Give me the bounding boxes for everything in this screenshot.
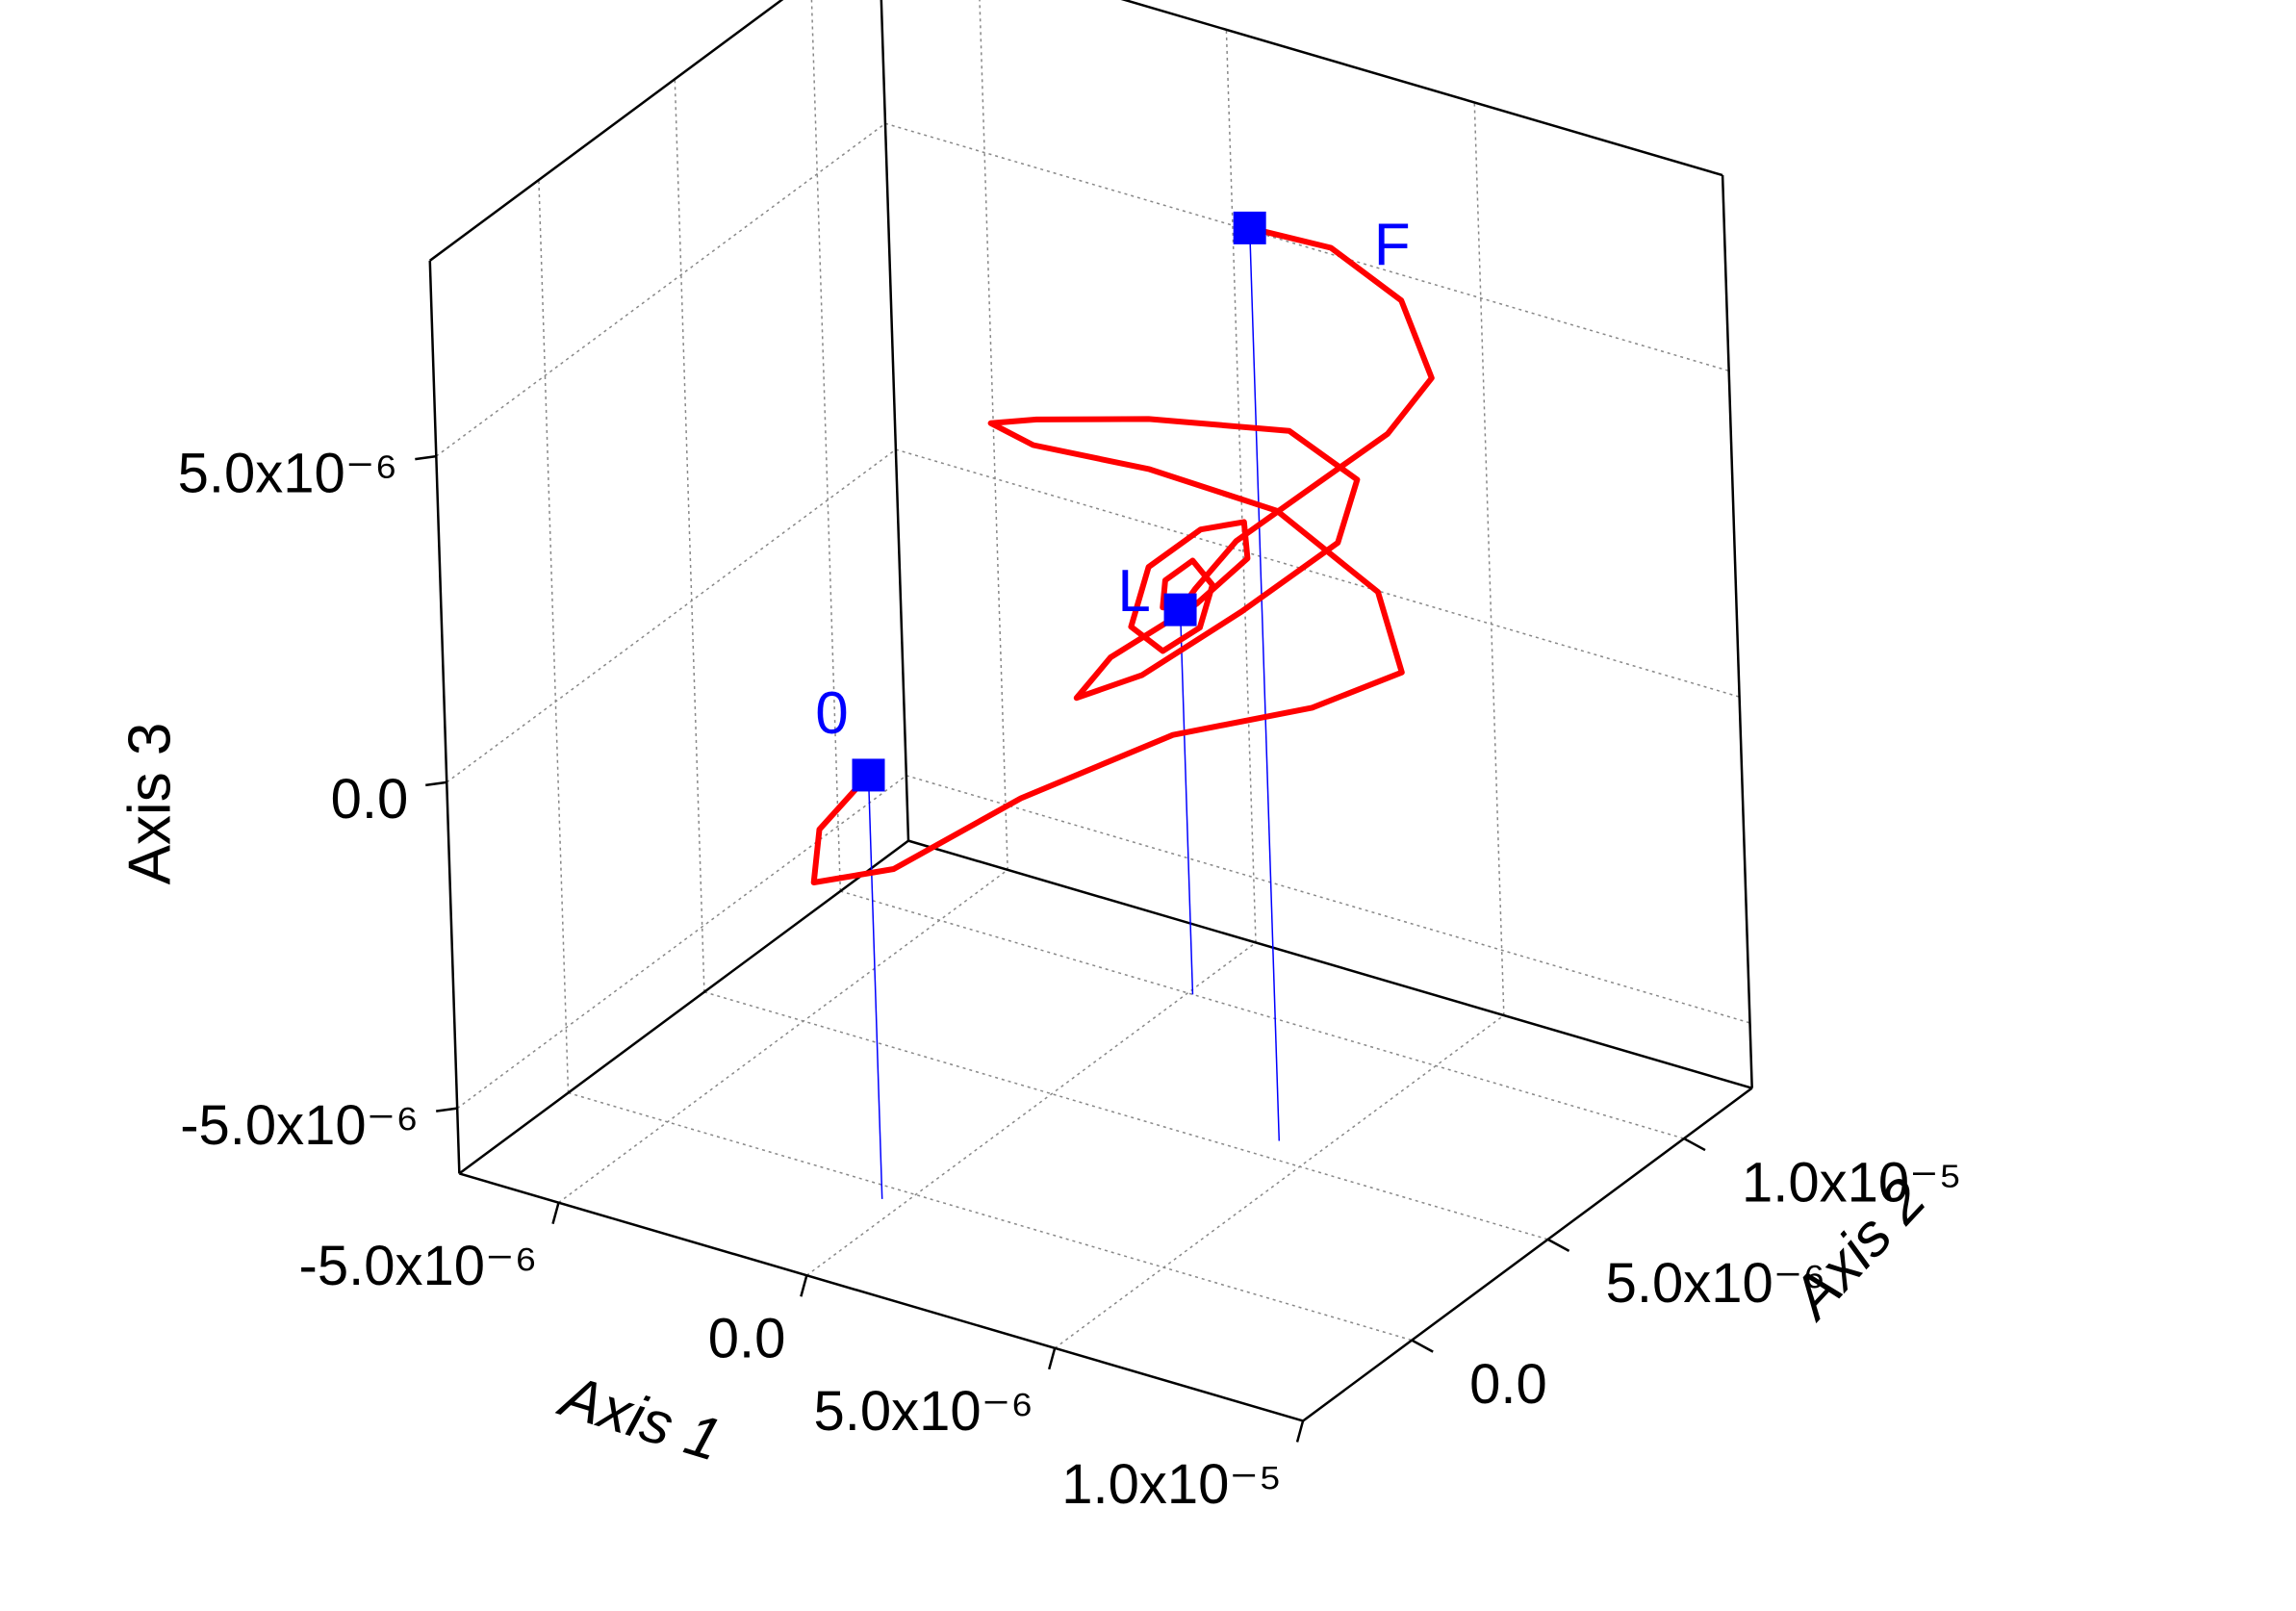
y-tick-label: 0.0 bbox=[1469, 1353, 1547, 1416]
x-tick-label: 1.0x10⁻⁵ bbox=[1061, 1453, 1282, 1516]
grid-line bbox=[1225, 29, 1257, 943]
grid-line bbox=[884, 122, 1729, 372]
y-tick-label: 5.0x10⁻⁶ bbox=[1606, 1252, 1826, 1315]
grid-line bbox=[558, 869, 1008, 1204]
z-axis-title: Axis 3 bbox=[116, 723, 183, 885]
drop-line bbox=[1179, 609, 1194, 995]
tick-mark bbox=[1546, 1238, 1570, 1252]
grid-line bbox=[538, 179, 570, 1093]
tick-mark bbox=[1683, 1137, 1706, 1152]
x-tick-label: -5.0x10⁻⁶ bbox=[299, 1235, 538, 1297]
point-label: F bbox=[1374, 212, 1411, 278]
tick-mark bbox=[436, 1107, 458, 1112]
grid-line bbox=[810, 0, 842, 892]
axis-edge bbox=[907, 839, 1753, 1089]
axis-edge bbox=[880, 0, 910, 841]
x-axis-title: Axis 1 bbox=[550, 1362, 728, 1474]
axis-edge bbox=[428, 260, 461, 1174]
axis-edge bbox=[429, 0, 784, 262]
tick-mark bbox=[1295, 1420, 1305, 1443]
point-marker bbox=[1163, 593, 1197, 626]
grid-line bbox=[979, 0, 1008, 870]
tick-mark bbox=[425, 780, 447, 787]
tick-mark bbox=[1047, 1347, 1057, 1370]
tick-mark bbox=[1411, 1339, 1434, 1353]
grid-line bbox=[805, 941, 1257, 1276]
grid-line bbox=[1473, 102, 1505, 1016]
tick-mark bbox=[800, 1274, 808, 1297]
grid-line bbox=[674, 79, 705, 992]
z-tick-label: 0.0 bbox=[331, 768, 409, 831]
drop-line bbox=[867, 775, 883, 1199]
point-label: L bbox=[1117, 558, 1150, 625]
axis-edge bbox=[1302, 1087, 1753, 1422]
z-tick-label: -5.0x10⁻⁶ bbox=[180, 1094, 419, 1157]
grid-line bbox=[446, 448, 897, 783]
point-label: 0 bbox=[815, 680, 848, 747]
point-marker bbox=[1233, 211, 1266, 244]
tick-mark bbox=[551, 1202, 560, 1224]
axis-edge bbox=[1120, 0, 1723, 177]
grid-line bbox=[906, 775, 1750, 1024]
axis-edge bbox=[1721, 175, 1753, 1088]
grid-line bbox=[895, 448, 1740, 698]
drop-line bbox=[1248, 227, 1281, 1141]
trajectory bbox=[810, 224, 1435, 885]
axis-edge bbox=[458, 839, 909, 1175]
grid-line bbox=[435, 122, 886, 457]
x-tick-label: 0.0 bbox=[708, 1308, 786, 1370]
z-tick-label: 5.0x10⁻⁶ bbox=[178, 442, 398, 504]
tick-mark bbox=[415, 454, 437, 461]
grid-line bbox=[840, 890, 1685, 1139]
point-marker bbox=[852, 758, 885, 792]
grid-line bbox=[456, 775, 907, 1110]
grid-line bbox=[703, 991, 1548, 1240]
y-tick-label: 1.0x10⁻⁵ bbox=[1742, 1151, 1962, 1214]
axis-edge bbox=[459, 1172, 1304, 1422]
grid-line bbox=[568, 1091, 1413, 1342]
x-tick-label: 5.0x10⁻⁶ bbox=[814, 1380, 1034, 1443]
grid-line bbox=[1054, 1014, 1505, 1349]
